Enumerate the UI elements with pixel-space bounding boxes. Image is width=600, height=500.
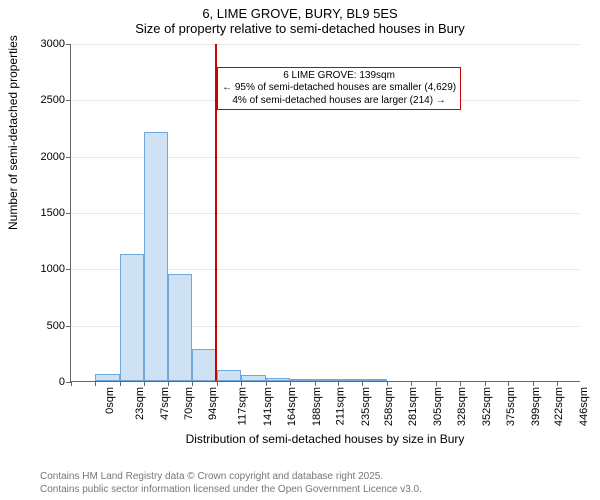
x-tick-label: 188sqm: [311, 385, 323, 426]
x-tick-mark: [533, 381, 534, 386]
x-tick-label: 141sqm: [262, 385, 274, 426]
y-tick-label: 2000: [41, 151, 71, 163]
x-tick-mark: [168, 381, 169, 386]
x-tick-mark: [95, 381, 96, 386]
x-tick-label: 328sqm: [456, 385, 468, 426]
x-tick-mark: [192, 381, 193, 386]
histogram-bar: [362, 379, 387, 381]
x-tick-mark: [362, 381, 363, 386]
x-tick-mark: [144, 381, 145, 386]
x-tick-mark: [217, 381, 218, 386]
histogram-bar: [241, 375, 266, 381]
x-tick-label: 375sqm: [505, 385, 517, 426]
annotation-line1: 6 LIME GROVE: 139sqm: [222, 70, 456, 83]
y-tick-label: 3000: [41, 38, 71, 50]
x-tick-mark: [266, 381, 267, 386]
x-tick-label: 446sqm: [578, 385, 590, 426]
x-tick-label: 352sqm: [481, 385, 493, 426]
chart-title-block: 6, LIME GROVE, BURY, BL9 5ES Size of pro…: [0, 0, 600, 36]
histogram-bar: [168, 274, 192, 381]
histogram-bar: [144, 132, 169, 381]
x-tick-mark: [71, 381, 72, 386]
x-tick-label: 23sqm: [134, 385, 146, 420]
x-axis-label: Distribution of semi-detached houses by …: [70, 432, 580, 446]
x-tick-mark: [338, 381, 339, 386]
x-tick-label: 305sqm: [432, 385, 444, 426]
histogram-bar: [290, 379, 315, 381]
histogram-bar: [192, 349, 217, 381]
x-tick-label: 399sqm: [530, 385, 542, 426]
histogram-bar: [266, 378, 290, 381]
x-tick-label: 70sqm: [183, 385, 195, 420]
annotation-box: 6 LIME GROVE: 139sqm← 95% of semi-detach…: [217, 67, 461, 111]
footer-line1: Contains HM Land Registry data © Crown c…: [40, 471, 422, 484]
histogram-bar: [120, 254, 144, 381]
footer-attribution: Contains HM Land Registry data © Crown c…: [40, 471, 422, 496]
x-tick-mark: [241, 381, 242, 386]
x-tick-label: 281sqm: [407, 385, 419, 426]
histogram-bar: [315, 379, 339, 381]
x-tick-mark: [315, 381, 316, 386]
histogram-bar: [217, 370, 241, 381]
y-tick-label: 2500: [41, 94, 71, 106]
annotation-line3: 4% of semi-detached houses are larger (2…: [222, 95, 456, 108]
histogram-bar: [95, 374, 120, 381]
y-tick-label: 1000: [41, 263, 71, 275]
footer-line2: Contains public sector information licen…: [40, 484, 422, 497]
x-tick-label: 164sqm: [286, 385, 298, 426]
y-tick-label: 1500: [41, 207, 71, 219]
x-tick-label: 235sqm: [360, 385, 372, 426]
x-tick-mark: [460, 381, 461, 386]
x-tick-label: 258sqm: [384, 385, 396, 426]
y-tick-label: 500: [47, 320, 71, 332]
x-tick-label: 117sqm: [237, 385, 249, 425]
y-tick-label: 0: [59, 376, 71, 388]
x-tick-mark: [436, 381, 437, 386]
x-tick-mark: [485, 381, 486, 386]
chart-title-line1: 6, LIME GROVE, BURY, BL9 5ES: [0, 6, 600, 21]
x-tick-label: 0sqm: [104, 385, 116, 414]
x-tick-label: 422sqm: [554, 385, 566, 426]
gridline: [71, 44, 580, 45]
chart-title-line2: Size of property relative to semi-detach…: [0, 21, 600, 36]
y-axis-label: Number of semi-detached properties: [6, 35, 20, 230]
x-tick-mark: [508, 381, 509, 386]
x-tick-mark: [387, 381, 388, 386]
x-tick-mark: [411, 381, 412, 386]
annotation-line2: ← 95% of semi-detached houses are smalle…: [222, 82, 456, 95]
plot-area: 0500100015002000250030000sqm23sqm47sqm70…: [70, 44, 580, 382]
x-tick-label: 94sqm: [207, 385, 219, 420]
x-tick-mark: [557, 381, 558, 386]
histogram-bar: [338, 379, 362, 381]
x-tick-label: 211sqm: [334, 385, 346, 425]
x-tick-label: 47sqm: [159, 385, 171, 420]
x-tick-mark: [290, 381, 291, 386]
x-tick-mark: [120, 381, 121, 386]
